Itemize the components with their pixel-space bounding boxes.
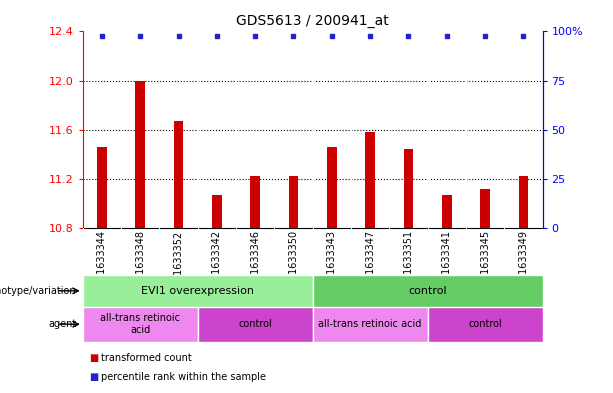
Bar	[212, 195, 222, 228]
Text: GSM1633352: GSM1633352	[173, 230, 183, 296]
Bar	[428, 307, 543, 342]
Text: GSM1633347: GSM1633347	[365, 230, 375, 296]
Bar	[327, 147, 337, 228]
Text: GSM1633351: GSM1633351	[403, 230, 413, 296]
Bar	[83, 275, 313, 307]
Bar	[442, 195, 452, 228]
Text: control: control	[408, 286, 447, 296]
Text: all-trans retinoic
acid: all-trans retinoic acid	[100, 314, 180, 335]
Text: GSM1633342: GSM1633342	[212, 230, 222, 296]
Bar	[519, 176, 528, 228]
Text: ■: ■	[89, 353, 98, 363]
Text: genotype/variation: genotype/variation	[0, 286, 77, 296]
Bar	[135, 81, 145, 228]
Text: all-trans retinoic acid: all-trans retinoic acid	[318, 319, 422, 329]
Bar	[83, 307, 197, 342]
Text: GSM1633344: GSM1633344	[97, 230, 107, 295]
Text: GSM1633348: GSM1633348	[135, 230, 145, 295]
Bar	[173, 121, 183, 228]
Bar	[365, 132, 375, 228]
Text: control: control	[238, 319, 272, 329]
Text: GSM1633350: GSM1633350	[289, 230, 299, 296]
Text: ■: ■	[89, 372, 98, 382]
Text: GSM1633343: GSM1633343	[327, 230, 337, 295]
Text: percentile rank within the sample: percentile rank within the sample	[101, 372, 266, 382]
Text: GSM1633345: GSM1633345	[480, 230, 490, 296]
Text: GSM1633346: GSM1633346	[250, 230, 260, 295]
Bar	[480, 189, 490, 228]
Text: GSM1633341: GSM1633341	[442, 230, 452, 295]
Bar	[250, 176, 260, 228]
Bar	[313, 275, 543, 307]
Title: GDS5613 / 200941_at: GDS5613 / 200941_at	[236, 14, 389, 28]
Bar	[403, 149, 413, 228]
Bar	[313, 307, 428, 342]
Text: agent: agent	[48, 319, 77, 329]
Text: GSM1633349: GSM1633349	[519, 230, 528, 295]
Text: control: control	[468, 319, 502, 329]
Bar	[97, 147, 107, 228]
Text: transformed count: transformed count	[101, 353, 192, 363]
Bar	[289, 176, 299, 228]
Bar	[197, 307, 313, 342]
Text: EVI1 overexpression: EVI1 overexpression	[141, 286, 254, 296]
